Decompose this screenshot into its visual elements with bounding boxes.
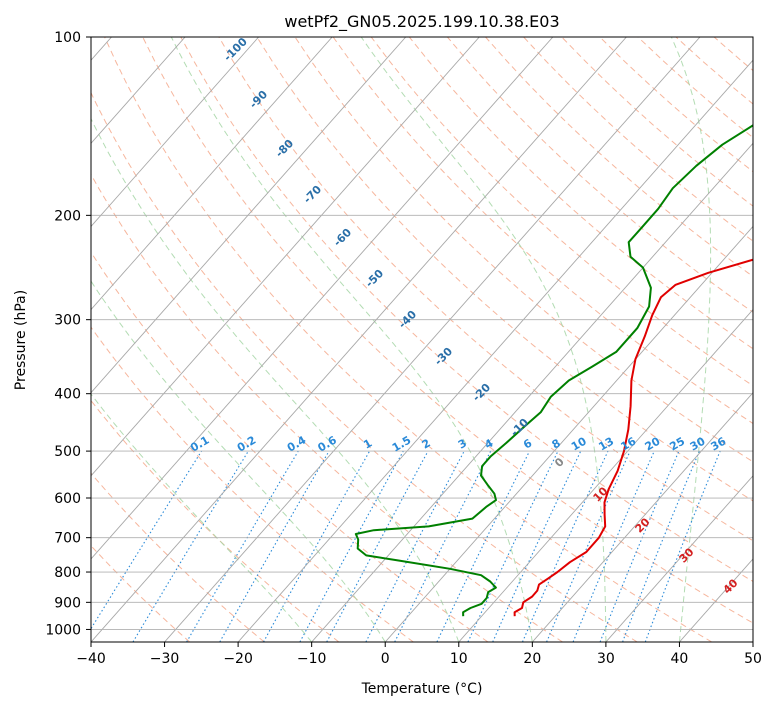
isotherm bbox=[91, 37, 186, 144]
dry-adiabat bbox=[91, 251, 489, 642]
temperature-line bbox=[513, 258, 753, 617]
x-tick-label: 40 bbox=[671, 651, 689, 667]
profile-lines bbox=[354, 124, 753, 617]
y-tick-label: 300 bbox=[54, 313, 81, 329]
y-tick-label: 600 bbox=[54, 491, 81, 507]
isotherm bbox=[91, 37, 259, 228]
moist-adiabat bbox=[170, 37, 533, 642]
y-tick-label: 400 bbox=[54, 387, 81, 403]
dry-adiabat bbox=[91, 173, 563, 642]
y-tick-label: 500 bbox=[54, 444, 81, 460]
mixing-ratio-line bbox=[644, 450, 721, 642]
isotherm bbox=[458, 308, 753, 642]
x-tick-label: 20 bbox=[523, 651, 541, 667]
mixing-ratio-line bbox=[546, 450, 631, 642]
dry-adiabat bbox=[256, 37, 753, 502]
moist-adiabat bbox=[91, 117, 460, 642]
isotherm bbox=[311, 142, 753, 642]
isotherm bbox=[605, 475, 753, 642]
x-axis-label: Temperature (°C) bbox=[361, 681, 483, 697]
isotherm bbox=[91, 37, 407, 394]
isotherm bbox=[384, 225, 753, 642]
y-tick-label: 700 bbox=[54, 531, 81, 547]
y-tick-label: 900 bbox=[54, 595, 81, 611]
dry-adiabat bbox=[91, 545, 191, 642]
isotherm bbox=[91, 37, 480, 477]
x-axis: −40 −30 −20 −10 0 10 20 30 40 50 bbox=[76, 642, 762, 667]
isotherm bbox=[164, 37, 701, 642]
isotherm bbox=[531, 391, 753, 642]
mixing-ratio-line bbox=[326, 450, 429, 642]
x-tick-label: 10 bbox=[450, 651, 468, 667]
y-tick-label: 100 bbox=[54, 30, 81, 46]
dewpoint-line bbox=[354, 124, 753, 617]
mixing-ratio-line bbox=[299, 450, 404, 642]
x-tick-label: −20 bbox=[223, 651, 253, 667]
plot-frame bbox=[90, 36, 754, 643]
dry-adiabat bbox=[332, 37, 753, 425]
x-tick-label: −30 bbox=[150, 651, 180, 667]
dry-adiabat bbox=[91, 91, 638, 642]
mixing-ratio-line bbox=[521, 450, 609, 642]
moist-adiabats bbox=[91, 37, 712, 642]
pressure-gridlines bbox=[91, 37, 753, 630]
dry-adiabat bbox=[91, 399, 340, 642]
dry-adiabat bbox=[142, 37, 753, 624]
moist-adiabat bbox=[670, 37, 712, 642]
x-tick-label: 30 bbox=[597, 651, 615, 667]
dry-adiabat bbox=[91, 472, 265, 642]
dry-adiabats bbox=[91, 37, 753, 642]
mixing-ratio-line bbox=[622, 450, 700, 642]
moist-adiabat bbox=[360, 37, 607, 642]
y-axis-label: Pressure (hPa) bbox=[13, 290, 29, 390]
moist-adiabat bbox=[91, 280, 386, 642]
isotherm bbox=[91, 37, 627, 642]
x-tick-label: 0 bbox=[381, 651, 390, 667]
isotherms bbox=[91, 37, 753, 642]
isotherm bbox=[91, 37, 333, 311]
x-tick-label: −10 bbox=[297, 651, 327, 667]
isotherm bbox=[91, 37, 554, 560]
mixing-ratio-line bbox=[394, 450, 492, 642]
mixing-ratio-line bbox=[263, 450, 371, 642]
chart-title: wetPf2_GN05.2025.199.10.38.E03 bbox=[284, 12, 559, 32]
dry-adiabat bbox=[294, 37, 753, 463]
y-tick-label: 200 bbox=[54, 208, 81, 224]
y-tick-label: 800 bbox=[54, 565, 81, 581]
mixing-ratio-line bbox=[572, 450, 655, 642]
dry-adiabat bbox=[104, 37, 713, 642]
dry-adiabat bbox=[370, 37, 753, 387]
mixing-ratio-line bbox=[599, 450, 680, 642]
x-tick-label: 50 bbox=[744, 651, 762, 667]
x-tick-label: −40 bbox=[76, 651, 106, 667]
dry-adiabat bbox=[447, 37, 753, 313]
y-tick-label: 1000 bbox=[45, 622, 81, 638]
isotherm bbox=[237, 59, 753, 642]
dry-adiabat bbox=[408, 37, 753, 350]
y-axis: 100 200 300 400 500 600 700 800 900 1000 bbox=[45, 30, 91, 638]
